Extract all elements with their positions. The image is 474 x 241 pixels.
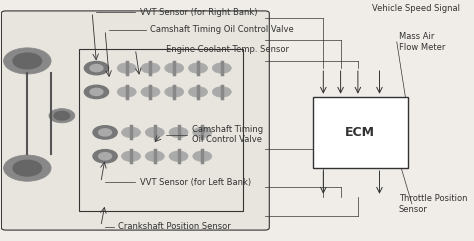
Text: Vehicle Speed Signal: Vehicle Speed Signal [372,4,460,13]
Circle shape [141,63,160,73]
Text: Camshaft Timing Oil Control Valve: Camshaft Timing Oil Control Valve [150,26,294,34]
Text: VVT Sensor (for Left Bank): VVT Sensor (for Left Bank) [140,178,251,187]
Circle shape [212,87,231,97]
Circle shape [54,111,70,120]
Text: ECM: ECM [345,126,375,139]
Circle shape [84,61,109,75]
Text: VVT Sensor (for Right Bank): VVT Sensor (for Right Bank) [140,8,257,17]
Circle shape [141,87,160,97]
Text: Mass Air
Flow Meter: Mass Air Flow Meter [399,32,445,52]
Circle shape [93,150,117,163]
Circle shape [99,153,111,160]
Circle shape [212,63,231,73]
Circle shape [93,126,117,139]
Circle shape [121,127,140,138]
Circle shape [84,85,109,99]
Circle shape [13,53,42,69]
Circle shape [117,87,136,97]
Circle shape [121,151,140,161]
Circle shape [165,63,184,73]
Text: Crankshaft Position Sensor: Crankshaft Position Sensor [118,222,231,231]
Circle shape [146,127,164,138]
Circle shape [169,151,188,161]
Circle shape [90,65,103,72]
Circle shape [193,127,212,138]
FancyBboxPatch shape [312,97,408,168]
Circle shape [146,151,164,161]
Text: Throttle Position
Sensor: Throttle Position Sensor [399,194,467,214]
Text: Engine Coolant Temp. Sensor: Engine Coolant Temp. Sensor [165,45,289,54]
Circle shape [169,127,188,138]
Circle shape [117,63,136,73]
Circle shape [165,87,184,97]
Circle shape [90,88,103,95]
Text: Camshaft Timing
Oil Control Valve: Camshaft Timing Oil Control Valve [191,125,263,145]
FancyBboxPatch shape [1,11,269,230]
Circle shape [193,151,212,161]
Circle shape [189,63,208,73]
Circle shape [99,129,111,136]
Circle shape [189,87,208,97]
Circle shape [3,155,51,181]
Circle shape [3,48,51,74]
Circle shape [49,109,75,123]
Circle shape [13,160,42,176]
